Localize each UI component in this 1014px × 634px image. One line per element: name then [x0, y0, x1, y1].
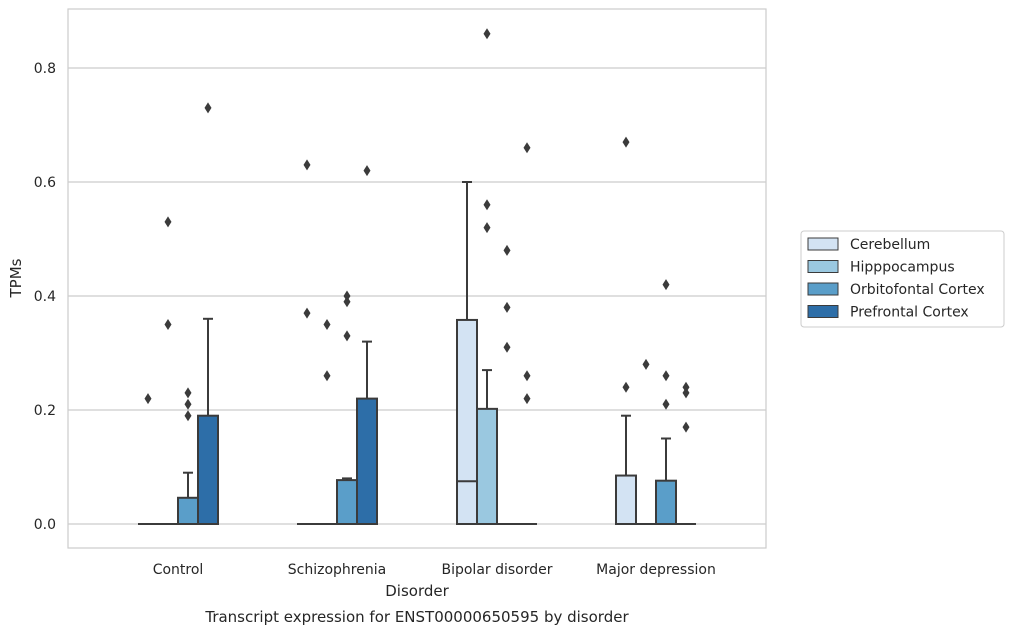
- y-tick-label: 0.2: [34, 403, 56, 419]
- plot-area: [67, 8, 767, 549]
- outlier-point: [682, 387, 690, 399]
- outlier-point: [343, 330, 351, 342]
- y-tick-label: 0.4: [34, 289, 56, 305]
- outlier-point: [483, 222, 491, 234]
- box-hipppocampus: [158, 216, 178, 525]
- outlier-point: [503, 341, 511, 353]
- outlier-point: [483, 199, 491, 211]
- outlier-point: [184, 387, 192, 399]
- x-axis-ticks: Control Schizophrenia Bipolar disorder Majo…: [153, 562, 716, 578]
- boxes: [138, 28, 696, 526]
- outlier-point: [323, 319, 331, 330]
- box-prefrontal-cortex: [356, 165, 378, 526]
- outlier-point: [523, 370, 531, 382]
- box-body: [655, 479, 677, 525]
- outlier-point: [662, 398, 670, 410]
- outlier-point: [483, 28, 491, 40]
- box-body: [476, 407, 498, 525]
- plot-background: [68, 9, 766, 548]
- y-tick-label: 0.0: [34, 517, 56, 533]
- outlier-point: [503, 301, 511, 313]
- box-body: [356, 397, 378, 526]
- outlier-point: [662, 370, 670, 382]
- outlier-point: [164, 216, 172, 228]
- box-cerebellum: [456, 181, 478, 525]
- outlier-point: [662, 279, 670, 291]
- box-body: [336, 479, 358, 525]
- box-body: [197, 414, 219, 526]
- chart-title: Transcript expression for ENST0000065059…: [204, 608, 629, 626]
- outlier-point: [343, 290, 351, 302]
- box-body: [456, 318, 478, 525]
- box-orbitofontal-cortex: [177, 387, 199, 525]
- outlier-point: [523, 142, 531, 154]
- legend-label: Orbitofontal Cortex: [850, 282, 985, 298]
- box-cerebellum: [297, 159, 317, 525]
- box-cerebellum: [138, 393, 158, 525]
- outlier-point: [184, 410, 192, 422]
- legend-label: Prefrontal Cortex: [850, 305, 969, 321]
- legend-label: Cerebellum: [850, 237, 930, 253]
- legend: Cerebellum Hipppocampus Orbitofontal Corte…: [800, 230, 1005, 328]
- legend-entries: Cerebellum Hipppocampus Orbitofontal Corte…: [807, 237, 985, 321]
- x-axis-title: Disorder: [385, 582, 449, 600]
- outlier-point: [303, 159, 311, 171]
- box-orbitofontal-cortex: [497, 244, 517, 525]
- plot-frame: [67, 8, 767, 549]
- outlier-point: [363, 165, 371, 177]
- box-cerebellum: [615, 136, 637, 525]
- box-body: [615, 474, 637, 525]
- outlier-point: [682, 421, 690, 433]
- outlier-point: [204, 102, 212, 114]
- outlier-point: [343, 296, 351, 308]
- outlier-point: [622, 381, 630, 393]
- outlier-point: [144, 393, 152, 405]
- y-tick-label: 0.8: [34, 61, 56, 77]
- legend-swatch: [807, 282, 839, 296]
- x-tick-label: Control: [153, 562, 204, 578]
- outlier-point: [164, 319, 172, 330]
- legend-swatch: [807, 260, 839, 273]
- box-body: [177, 496, 199, 525]
- outlier-point: [682, 381, 690, 393]
- x-tick-label: Bipolar disorder: [441, 562, 552, 578]
- outlier-point: [622, 136, 630, 148]
- outlier-point: [503, 244, 511, 256]
- box-hipppocampus: [476, 28, 498, 525]
- x-tick-label: Major depression: [596, 562, 716, 578]
- box-prefrontal-cortex: [197, 102, 219, 526]
- box-prefrontal-cortex: [517, 142, 537, 525]
- outlier-point: [303, 307, 311, 319]
- outlier-point: [642, 358, 650, 370]
- box-prefrontal-cortex: [676, 381, 696, 525]
- y-axis-ticks: 0.0 0.2 0.4 0.6 0.8: [34, 61, 56, 533]
- outlier-point: [323, 370, 331, 382]
- legend-swatch: [807, 305, 839, 318]
- y-axis-title: TPMs: [7, 258, 25, 298]
- outlier-point: [523, 393, 531, 405]
- box-orbitofontal-cortex: [655, 279, 677, 525]
- box-hipppocampus: [317, 319, 337, 525]
- outlier-point: [184, 398, 192, 410]
- box-hipppocampus: [636, 358, 656, 525]
- legend-frame: [800, 230, 1005, 328]
- legend-swatch: [807, 237, 839, 251]
- x-tick-label: Schizophrenia: [288, 562, 386, 578]
- legend-label: Hipppocampus: [850, 260, 955, 276]
- y-tick-label: 0.6: [34, 175, 56, 191]
